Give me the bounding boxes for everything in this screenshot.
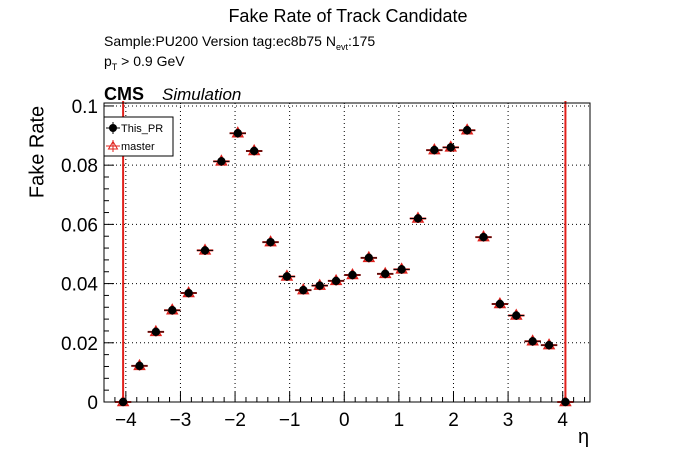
data-point-this-pr: [409, 214, 427, 223]
data-point-this-pr: [262, 237, 279, 247]
x-axis-label: η: [578, 426, 590, 448]
axes: −4 −3 −2 −1 0 1 2 3 4 0 0.02 0.04 0.06 0.08 0.1: [61, 97, 586, 431]
pt-cut-info: pT > 0.9 GeV: [104, 53, 185, 72]
x-tick-label: −1: [279, 410, 301, 431]
sample-text: Sample:PU200 Version tag:ec8b75 N: [104, 33, 336, 49]
x-tick-label: −2: [224, 410, 246, 431]
x-tick-label: 2: [448, 410, 459, 431]
plot-frame: [103, 102, 591, 403]
pt-cut-value: > 0.9 GeV: [117, 53, 185, 69]
point-marker: [381, 269, 390, 279]
data-point-this-pr: [393, 264, 410, 274]
data-point-this-pr: [524, 336, 541, 346]
y-tick-label: 0.06: [61, 215, 98, 236]
data-point-this-pr: [213, 156, 230, 166]
x-tick-label: −3: [170, 410, 192, 431]
point-marker: [282, 272, 292, 281]
data-point-this-pr: [377, 269, 394, 279]
point-marker: [151, 327, 161, 337]
data-point-this-pr: [426, 145, 443, 155]
y-tick-label: 0.1: [72, 97, 98, 118]
point-marker: [348, 270, 357, 280]
point-marker: [249, 146, 259, 156]
x-tick-label: −4: [115, 410, 137, 431]
data-point-this-pr: [245, 146, 263, 156]
point-marker: [512, 311, 521, 320]
point-marker: [266, 237, 275, 247]
data-point-this-pr: [164, 305, 181, 315]
point-marker: [233, 128, 242, 138]
point-marker: [315, 281, 324, 290]
data-point-this-pr: [295, 285, 312, 295]
point-marker: [479, 232, 488, 242]
point-marker: [168, 306, 177, 315]
chart-title: Fake Rate of Track Candidate: [228, 6, 468, 26]
y-tick-label: 0: [87, 393, 98, 414]
data-series: [114, 123, 574, 407]
data-point-this-pr: [311, 281, 328, 291]
point-marker: [184, 288, 193, 298]
data-point-this-pr: [327, 276, 345, 286]
point-marker: [544, 340, 554, 350]
x-tick-label: 4: [557, 410, 568, 431]
legend: This_PR master: [103, 116, 174, 157]
grid: [104, 103, 590, 402]
legend-label-master: master: [121, 141, 155, 153]
data-point-this-pr: [491, 299, 509, 309]
point-marker: [528, 337, 537, 346]
point-marker: [430, 145, 439, 155]
point-marker: [446, 143, 455, 152]
data-point-this-pr: [147, 327, 165, 337]
y-tick-label: 0.08: [61, 156, 98, 177]
x-tick-label: 1: [394, 410, 405, 431]
data-point-this-pr: [540, 340, 558, 350]
pt-subscript: T: [111, 61, 118, 72]
legend-marker-master: [106, 140, 120, 152]
data-point-this-pr: [458, 125, 476, 135]
data-point-this-pr: [442, 142, 459, 152]
data-point-this-pr: [180, 288, 197, 298]
sample-info: Sample:PU200 Version tag:ec8b75 Nevt:175: [104, 33, 375, 52]
point-marker: [462, 126, 472, 135]
data-point-this-pr: [278, 272, 296, 281]
point-marker: [397, 265, 406, 274]
y-tick-label: 0.02: [61, 334, 98, 355]
data-point-this-pr: [131, 361, 148, 371]
data-point-this-pr: [475, 232, 492, 242]
point-marker: [495, 299, 505, 309]
nevt-value: :175: [347, 33, 376, 49]
data-point-this-pr: [508, 311, 525, 320]
data-point-this-pr: [196, 245, 214, 255]
point-marker: [217, 157, 226, 166]
nevt-subscript: evt: [335, 41, 348, 52]
cms-label: CMS: [104, 84, 144, 104]
pt-symbol: p: [104, 53, 112, 69]
data-point-this-pr: [344, 270, 361, 280]
y-tick-label: 0.04: [61, 275, 98, 296]
x-tick-label: 3: [503, 410, 514, 431]
data-point-this-pr: [360, 253, 378, 263]
point-marker: [413, 214, 423, 223]
point-marker: [299, 285, 308, 295]
legend-marker-this-pr: [106, 122, 120, 134]
point-marker: [200, 246, 210, 255]
point-marker: [135, 361, 144, 371]
point-marker: [331, 276, 341, 286]
simulation-label: Simulation: [162, 85, 242, 104]
point-marker: [364, 253, 374, 263]
data-point-this-pr: [229, 128, 246, 138]
x-tick-label: 0: [339, 410, 350, 431]
legend-label-this-pr: This_PR: [121, 123, 163, 135]
